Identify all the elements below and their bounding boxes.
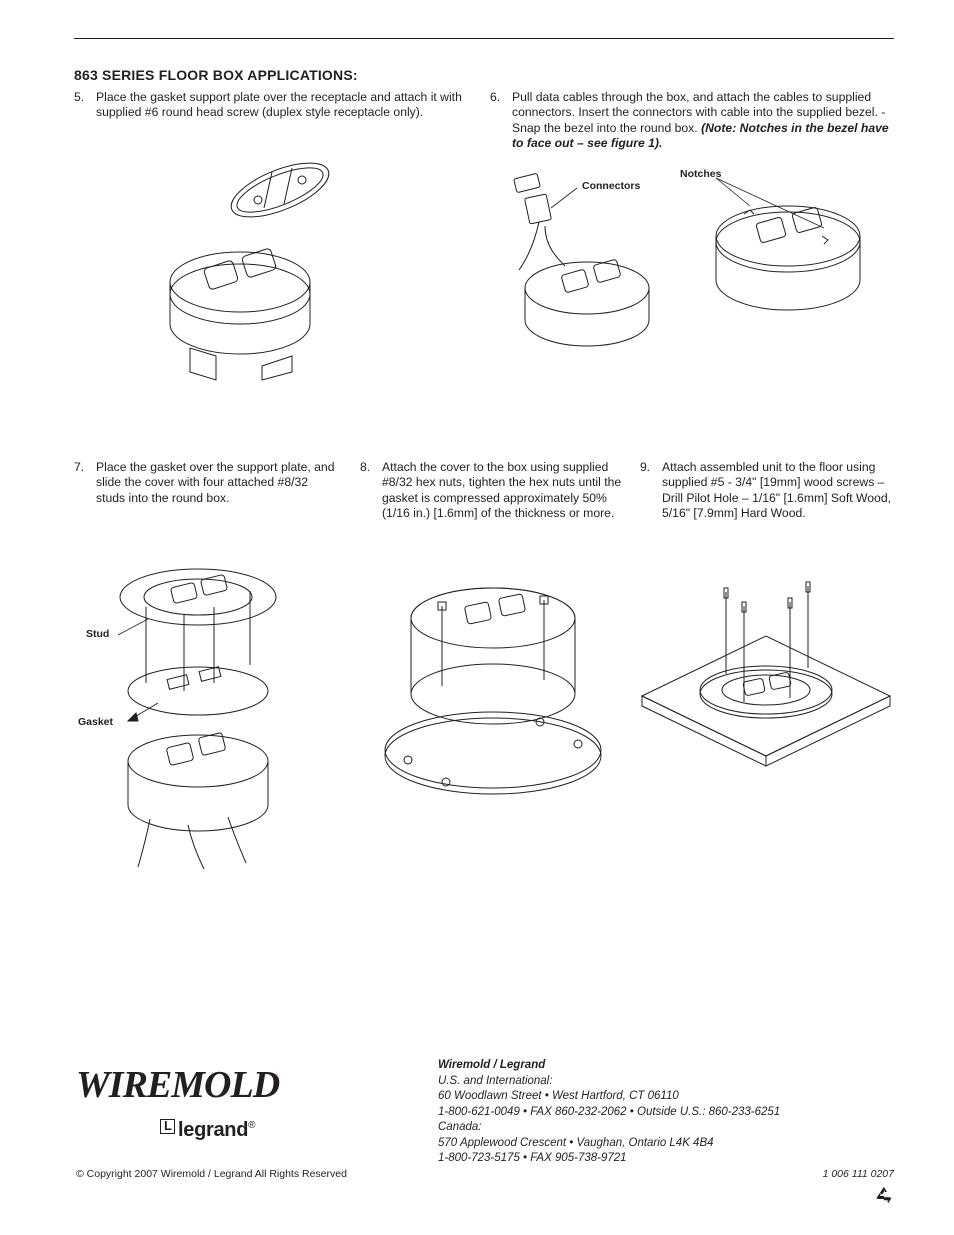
figure-step-6b bbox=[702, 176, 877, 340]
step-7-text: Place the gasket over the support plate,… bbox=[96, 460, 336, 506]
footer-us-label: U.S. and International: bbox=[438, 1074, 898, 1090]
step-6: 6. Pull data cables through the box, and… bbox=[490, 90, 890, 151]
footer-company: Wiremold / Legrand bbox=[438, 1058, 898, 1074]
footer-ca-addr: 570 Applewood Crescent • Vaughan, Ontari… bbox=[438, 1136, 898, 1152]
footer-address: Wiremold / Legrand U.S. and Internationa… bbox=[438, 1058, 898, 1167]
wiremold-wordmark: WIREMOLD bbox=[76, 1064, 279, 1106]
diagram-icon bbox=[152, 152, 347, 382]
step-5-text: Place the gasket support plate over the … bbox=[96, 90, 474, 121]
diagram-icon bbox=[702, 176, 877, 340]
figure-step-7 bbox=[88, 565, 293, 871]
figure-step-9 bbox=[640, 580, 892, 780]
step-5: 5. Place the gasket support plate over t… bbox=[74, 90, 474, 121]
logo-legrand: L legrand® bbox=[160, 1118, 256, 1143]
diagram-icon bbox=[640, 580, 892, 780]
step-7: 7. Place the gasket over the support pla… bbox=[74, 460, 336, 506]
diagram-icon bbox=[88, 565, 293, 871]
figure-step-8 bbox=[378, 586, 608, 808]
footer-us-addr: 60 Woodlawn Street • West Hartford, CT 0… bbox=[438, 1089, 898, 1105]
footer-us-phone: 1-800-621-0049 • FAX 860-232-2062 • Outs… bbox=[438, 1105, 898, 1121]
step-6-num: 6. bbox=[490, 90, 512, 151]
footer-ca-label: Canada: bbox=[438, 1120, 898, 1136]
step-9: 9. Attach assembled unit to the floor us… bbox=[640, 460, 896, 521]
step-5-num: 5. bbox=[74, 90, 96, 121]
step-9-num: 9. bbox=[640, 460, 662, 521]
section-heading: 863 SERIES FLOOR BOX APPLICATIONS: bbox=[74, 67, 358, 85]
step-9-text: Attach assembled unit to the floor using… bbox=[662, 460, 896, 521]
copyright: © Copyright 2007 Wiremold / Legrand All … bbox=[76, 1168, 347, 1181]
step-8-text: Attach the cover to the box using suppli… bbox=[382, 460, 622, 521]
step-8-num: 8. bbox=[360, 460, 382, 521]
step-7-num: 7. bbox=[74, 460, 96, 506]
footer-ca-phone: 1-800-723-5175 • FAX 905-738-9721 bbox=[438, 1151, 898, 1167]
legrand-glyph-icon: L bbox=[160, 1119, 175, 1134]
step-8: 8. Attach the cover to the box using sup… bbox=[360, 460, 622, 521]
recycle-icon bbox=[874, 1186, 894, 1210]
doc-number: 1 006 111 0207 bbox=[823, 1168, 894, 1181]
top-rule bbox=[74, 38, 894, 39]
logo-wiremold: WIREMOLD bbox=[76, 1062, 279, 1110]
figure-step-6a bbox=[505, 170, 675, 352]
legrand-wordmark: legrand bbox=[178, 1119, 248, 1141]
diagram-icon bbox=[378, 586, 608, 808]
figure-step-5 bbox=[152, 152, 347, 382]
diagram-icon bbox=[505, 170, 675, 352]
registered-icon: ® bbox=[248, 1120, 255, 1131]
